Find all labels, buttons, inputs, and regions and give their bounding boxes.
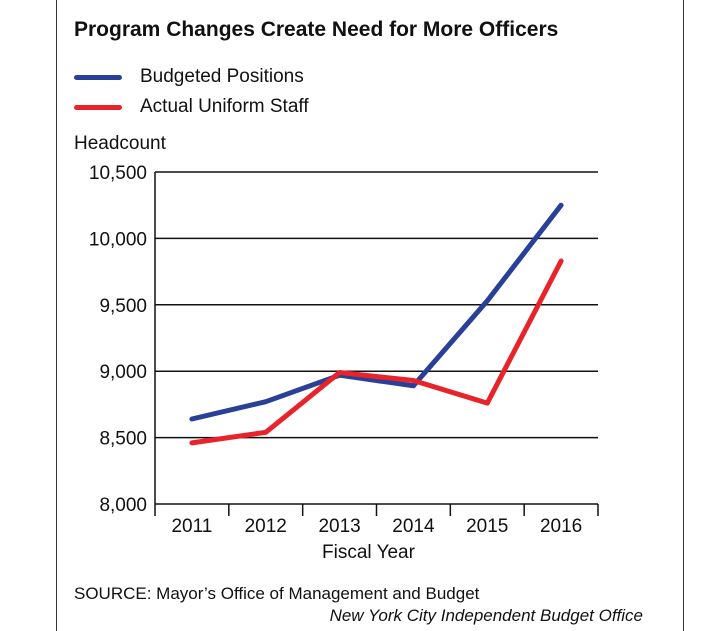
series-line-actual-uniform-staff <box>189 258 564 446</box>
x-tick-label-2012: 2012 <box>245 516 287 537</box>
x-axis-label: Fiscal Year <box>322 542 415 563</box>
y-tick-label-8000: 8,000 <box>99 495 147 516</box>
x-tick-label-2013: 2013 <box>318 516 360 537</box>
chart-frame <box>56 0 684 631</box>
legend: Budgeted Positions Actual Uniform Staff <box>74 62 309 122</box>
x-tick-label-2016: 2016 <box>540 516 582 537</box>
credit-note: New York City Independent Budget Office <box>329 606 643 625</box>
x-tick-label-2011: 2011 <box>171 516 212 537</box>
series-line-budgeted-positions <box>189 202 564 422</box>
y-tick-label-9500: 9,500 <box>99 296 147 317</box>
x-tick-label-2014: 2014 <box>392 516 435 537</box>
legend-swatch-budgeted <box>74 74 122 80</box>
x-tick-label-2015: 2015 <box>466 516 508 537</box>
legend-swatch-actual <box>74 104 122 110</box>
y-tick-label-8500: 8,500 <box>99 429 147 450</box>
y-tick-label-9000: 9,000 <box>99 362 147 383</box>
legend-label-budgeted: Budgeted Positions <box>140 66 304 87</box>
source-note: SOURCE: Mayor’s Office of Management and… <box>74 584 480 603</box>
y-axis-label: Headcount <box>74 133 166 154</box>
legend-label-actual: Actual Uniform Staff <box>140 96 309 117</box>
legend-item-budgeted: Budgeted Positions <box>74 62 309 92</box>
y-tick-label-10000: 10,000 <box>89 229 147 250</box>
y-tick-label-10500: 10,500 <box>89 163 147 184</box>
chart-title: Program Changes Create Need for More Off… <box>74 18 559 41</box>
legend-item-actual: Actual Uniform Staff <box>74 92 309 122</box>
